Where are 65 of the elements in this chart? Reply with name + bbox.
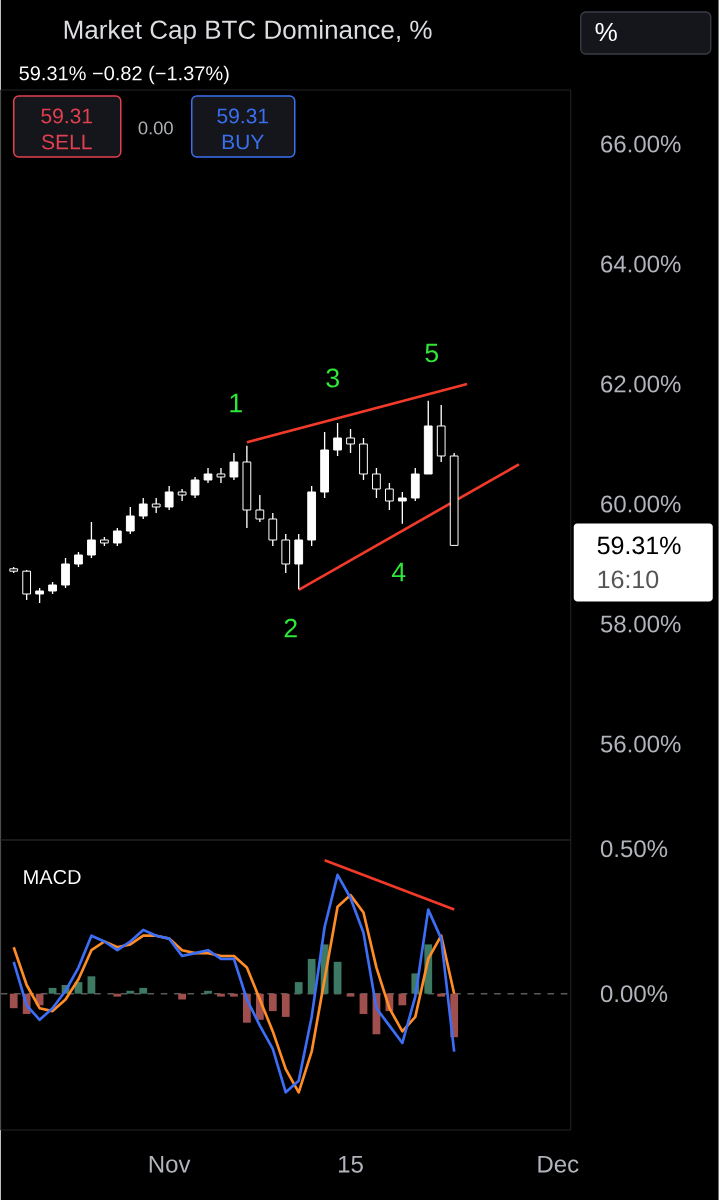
candlestick xyxy=(22,569,32,601)
bar xyxy=(333,961,342,994)
candlestick xyxy=(294,533,304,590)
annotation: 4 xyxy=(392,562,406,582)
bar xyxy=(346,993,355,997)
annotation: 3 xyxy=(326,368,340,388)
candlestick xyxy=(346,428,356,454)
bar xyxy=(217,993,225,997)
candlestick xyxy=(87,521,96,559)
annotation: 59.31 xyxy=(41,108,93,124)
candlestick xyxy=(372,467,381,499)
candlestick xyxy=(333,422,343,457)
bar xyxy=(437,993,446,997)
text: 16:10 xyxy=(598,570,659,589)
annotation: SELL xyxy=(42,134,92,150)
bar xyxy=(113,993,122,997)
annotation: 1 xyxy=(230,393,242,413)
candlestick xyxy=(164,485,174,511)
candlestick xyxy=(61,557,71,589)
y-tick-label: 62.00% xyxy=(601,375,681,393)
bar xyxy=(9,993,18,1009)
y-tick-label: 0.50% xyxy=(601,840,668,858)
annotation: 2 xyxy=(284,618,297,638)
candlestick xyxy=(113,527,122,547)
bar xyxy=(126,990,135,994)
y-tick-label: 60.00% xyxy=(601,495,681,513)
candlestick xyxy=(255,494,265,523)
annotation: MACD xyxy=(24,869,81,885)
y-tick-label: 0.00% xyxy=(601,985,668,1003)
chart-subtitle: 59.31% −0.82 (−1.37%) xyxy=(19,65,229,85)
bar xyxy=(87,976,96,994)
x-tick-label: Dec xyxy=(538,1155,579,1173)
bar xyxy=(139,987,148,994)
annotation: BUY xyxy=(223,134,264,150)
bar xyxy=(307,958,316,994)
candlestick xyxy=(126,506,135,535)
candlestick xyxy=(268,512,278,547)
bar xyxy=(230,993,238,997)
annotation: 0.00 xyxy=(138,121,173,135)
candlestick xyxy=(281,533,291,574)
bar xyxy=(294,982,303,994)
candlestick xyxy=(398,491,407,525)
candlestick xyxy=(385,482,394,511)
bar xyxy=(398,993,407,1006)
candlestick xyxy=(229,452,239,481)
bar xyxy=(269,993,277,1012)
candlestick xyxy=(216,467,226,484)
bar xyxy=(178,993,187,1000)
y-tick-label: 56.00% xyxy=(601,735,681,753)
annotation: 59.31 xyxy=(217,108,269,124)
annotation: 5 xyxy=(425,343,439,363)
y-tick-label: 64.00% xyxy=(601,255,681,273)
candlestick xyxy=(190,476,200,499)
bar xyxy=(281,993,290,1017)
y-tick-label: 66.00% xyxy=(601,135,681,153)
candlestick xyxy=(138,497,148,520)
bar xyxy=(48,987,57,994)
bar xyxy=(204,990,213,994)
text: 59.31% xyxy=(597,536,681,555)
candlestick xyxy=(411,467,420,502)
chart-title: Market Cap BTC Dominance, % xyxy=(64,19,432,45)
text: % xyxy=(595,22,617,42)
x-tick-label: Nov xyxy=(149,1155,191,1173)
y-tick-label: 58.00% xyxy=(601,615,681,633)
x-tick-label: 15 xyxy=(339,1155,363,1173)
